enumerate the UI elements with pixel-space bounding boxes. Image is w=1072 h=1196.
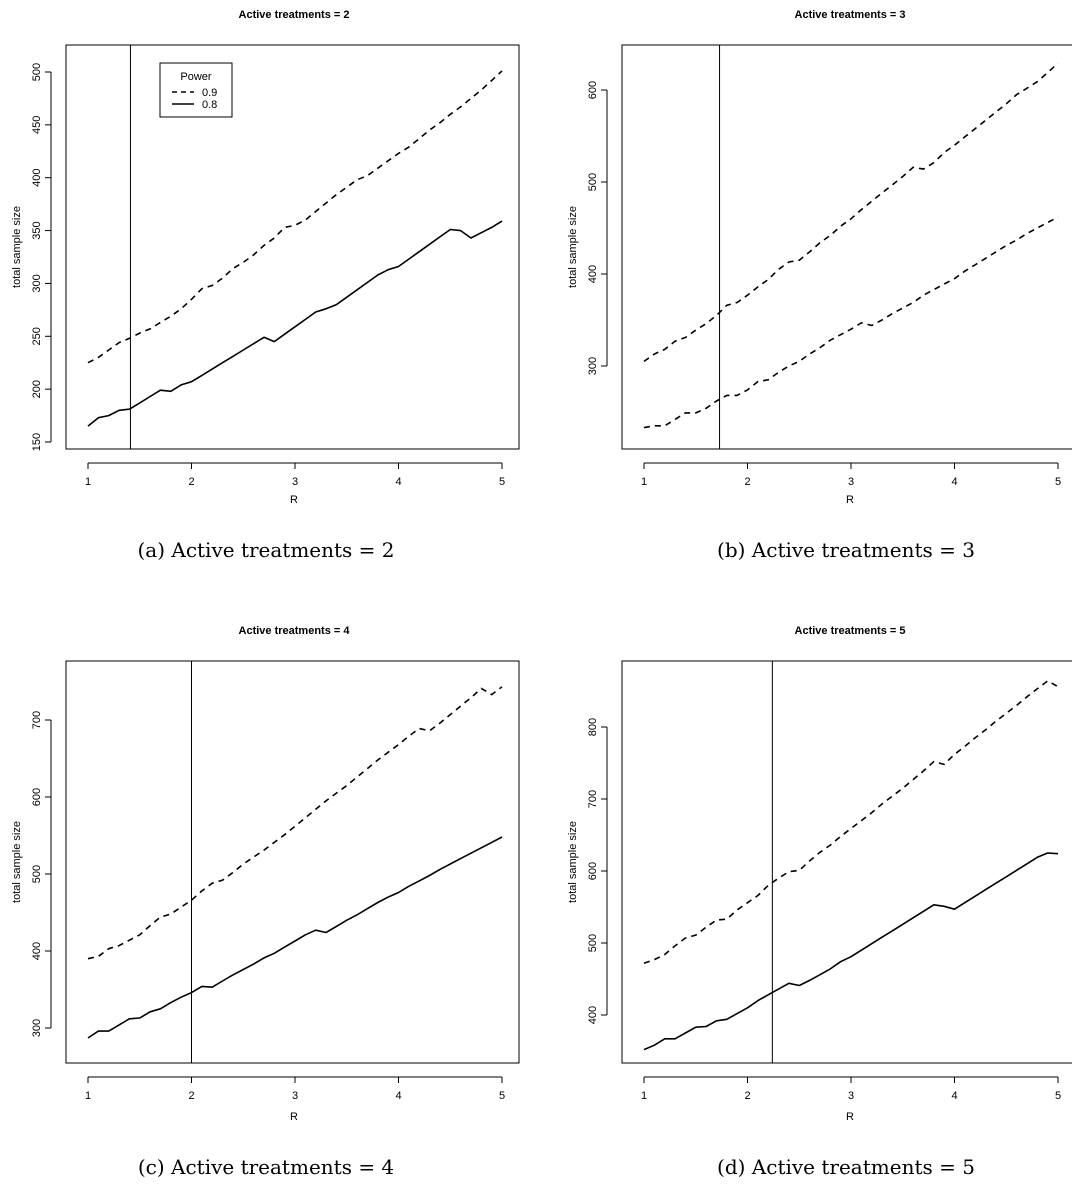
plot-frame (621, 44, 1072, 450)
x-tick-label: 5 (1055, 1090, 1061, 1102)
chart-panel-3: Active treatments = 4 1 2 3 4 5 300 400 500 600 70… (11, 625, 520, 1179)
series-line-solid (87, 220, 503, 427)
y-tick-label: 500 (31, 63, 43, 81)
legend-label: 0.8 (202, 99, 217, 111)
x-tick-label: 2 (188, 1090, 194, 1102)
y-tick-label: 400 (587, 265, 599, 283)
y-tick-label: 500 (31, 865, 43, 883)
legend-box (159, 62, 233, 118)
x-tick-label: 1 (85, 476, 91, 488)
x-tick-label: 5 (1055, 476, 1061, 488)
y-tick-label: 400 (31, 942, 43, 960)
x-tick-label: 3 (292, 476, 298, 488)
figure-caption: (d) Active treatments = 5 (717, 1155, 975, 1179)
y-tick-label: 400 (587, 1006, 599, 1024)
x-tick-label: 4 (395, 476, 401, 488)
chart-title: Active treatments = 5 (795, 625, 906, 637)
figure-caption: (a) Active treatments = 2 (137, 538, 394, 562)
figure-caption: (c) Active treatments = 4 (138, 1155, 394, 1179)
y-tick-label: 600 (587, 862, 599, 880)
figure-caption: (b) Active treatments = 3 (717, 538, 975, 562)
x-axis-label: R (290, 494, 298, 506)
x-tick-label: 4 (951, 1090, 957, 1102)
legend-label: 0.9 (202, 87, 217, 99)
x-tick-label: 5 (499, 1090, 505, 1102)
y-tick-label: 350 (31, 221, 43, 239)
x-axis-label: R (290, 1111, 298, 1123)
y-axis-label: total sample size (11, 206, 23, 288)
y-axis-label: total sample size (11, 821, 23, 903)
y-tick-label: 700 (31, 711, 43, 729)
x-tick-label: 3 (848, 476, 854, 488)
series-line-dashed (87, 686, 503, 960)
chart-title: Active treatments = 4 (239, 625, 351, 637)
y-tick-label: 700 (587, 790, 599, 808)
x-tick-label: 1 (641, 476, 647, 488)
series-line-dashed (643, 216, 1059, 429)
y-tick-label: 200 (31, 380, 43, 398)
x-tick-label: 3 (848, 1090, 854, 1102)
series-line-dashed (643, 62, 1059, 363)
series-line-solid (87, 836, 503, 1039)
x-axis-label: R (846, 1111, 854, 1123)
x-tick-label: 2 (744, 1090, 750, 1102)
x-tick-label: 2 (744, 476, 750, 488)
x-axis-label: R (846, 494, 854, 506)
y-tick-label: 500 (587, 934, 599, 952)
series-line-dashed (643, 680, 1059, 964)
y-tick-label: 600 (587, 81, 599, 99)
chart-panel-1: Active treatments = 2 1 2 3 4 5 150 200 250 300 35… (11, 9, 520, 562)
y-tick-label: 250 (31, 327, 43, 345)
series-line-dashed (87, 70, 503, 364)
plot-frame (65, 660, 520, 1064)
x-tick-label: 4 (951, 476, 957, 488)
plot-frame (65, 44, 520, 450)
y-tick-label: 300 (31, 274, 43, 292)
y-tick-label: 450 (31, 116, 43, 134)
x-tick-label: 2 (188, 476, 194, 488)
chart-title: Active treatments = 3 (795, 9, 906, 21)
x-tick-label: 1 (85, 1090, 91, 1102)
series-line-solid (643, 852, 1059, 1051)
x-tick-label: 1 (641, 1090, 647, 1102)
y-tick-label: 500 (587, 173, 599, 191)
y-tick-label: 400 (31, 169, 43, 187)
y-axis-label: total sample size (567, 821, 579, 903)
y-tick-label: 300 (31, 1019, 43, 1037)
y-tick-label: 150 (31, 433, 43, 451)
x-tick-label: 3 (292, 1090, 298, 1102)
x-tick-label: 4 (395, 1090, 401, 1102)
y-tick-label: 800 (587, 718, 599, 736)
y-tick-label: 600 (31, 788, 43, 806)
y-tick-label: 300 (587, 357, 599, 375)
chart-title: Active treatments = 2 (239, 9, 350, 21)
legend-title: Power (180, 71, 212, 83)
y-axis-label: total sample size (567, 206, 579, 288)
chart-panel-2: Active treatments = 3 1 2 3 4 5 300 400 500 600 Rt… (567, 9, 1072, 562)
plot-frame (621, 660, 1072, 1064)
x-tick-label: 5 (499, 476, 505, 488)
chart-panel-4: Active treatments = 5 1 2 3 4 5 400 500 600 700 80… (567, 625, 1072, 1179)
